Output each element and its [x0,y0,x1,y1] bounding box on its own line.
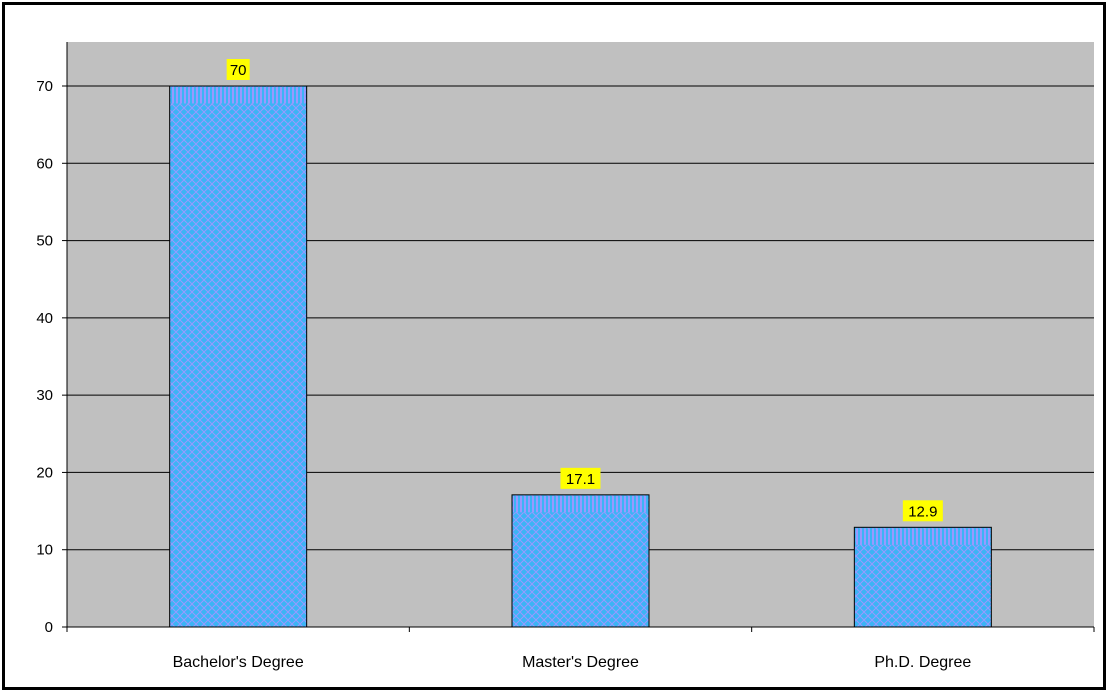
y-tick-labels: 0 10 20 30 40 50 60 70 [36,78,53,636]
bar-pattern-band [513,495,648,513]
bars [169,85,992,628]
y-tick-label: 70 [36,78,53,95]
data-labels: 70 17.1 12.9 [226,59,943,522]
bar [511,494,650,628]
data-label-background [560,467,601,489]
x-tick-label: Master's Degree [522,654,639,671]
x-tick-label: Bachelor's Degree [173,654,304,671]
bar-pattern-band [170,87,306,104]
y-tick-label: 10 [36,542,53,559]
x-tick-labels: Bachelor's Degree Master's Degree Ph.D. De… [173,654,972,671]
y-tick-label: 40 [36,310,53,327]
bar-pattern-band [855,528,991,545]
data-label: 17.1 [566,471,595,488]
y-tick-label: 0 [45,619,53,636]
x-tick-label: Ph.D. Degree [874,654,971,671]
data-label: 12.9 [908,503,937,520]
y-tick-label: 60 [36,155,53,172]
data-label-background [902,500,943,522]
y-tick-label: 20 [36,464,53,481]
axes [62,42,1095,632]
bar [169,85,308,628]
y-tick-label: 30 [36,387,53,404]
data-label-background [226,59,250,80]
data-label: 70 [230,62,247,79]
y-tick-label: 50 [36,233,53,250]
